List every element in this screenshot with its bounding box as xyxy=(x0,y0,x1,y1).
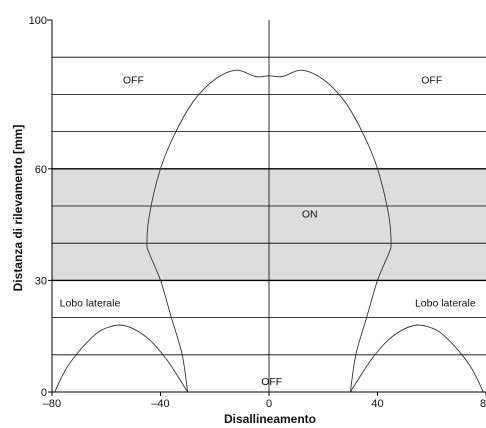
detection-curves xyxy=(54,69,484,393)
x-tick-label--80: –80 xyxy=(43,398,61,410)
y-axis-label: Distanza di rilevamento [mm] xyxy=(11,125,25,292)
off-label-bottom: OFF xyxy=(261,376,282,388)
y-tick-label-30: 30 xyxy=(35,275,47,287)
x-tick-label-80: 8 xyxy=(480,398,486,410)
off-label-right: OFF xyxy=(421,75,442,87)
x-tick-label-40: 40 xyxy=(371,398,383,410)
x-tick-label-0: 0 xyxy=(266,398,272,410)
y-tick-label-100: 100 xyxy=(29,15,47,27)
left-side-lobe-curve xyxy=(54,324,188,393)
side-lobe-label-right: Lobo laterale xyxy=(415,298,476,310)
y-tick-label-60: 60 xyxy=(35,164,47,176)
y-tick-label-0: 0 xyxy=(41,387,47,399)
on-label: ON xyxy=(302,208,318,220)
main-lobe-curve xyxy=(146,69,392,393)
annotations: OFF OFF ON Lobo laterale Lobo laterale OFF xyxy=(60,75,476,388)
off-label-left: OFF xyxy=(123,75,144,87)
x-tick-label--40: –40 xyxy=(151,398,169,410)
x-axis-label: Disallineamento xyxy=(224,412,316,426)
gridlines xyxy=(52,20,486,392)
right-side-lobe-curve xyxy=(350,324,484,393)
side-lobe-label-left: Lobo laterale xyxy=(60,298,121,310)
